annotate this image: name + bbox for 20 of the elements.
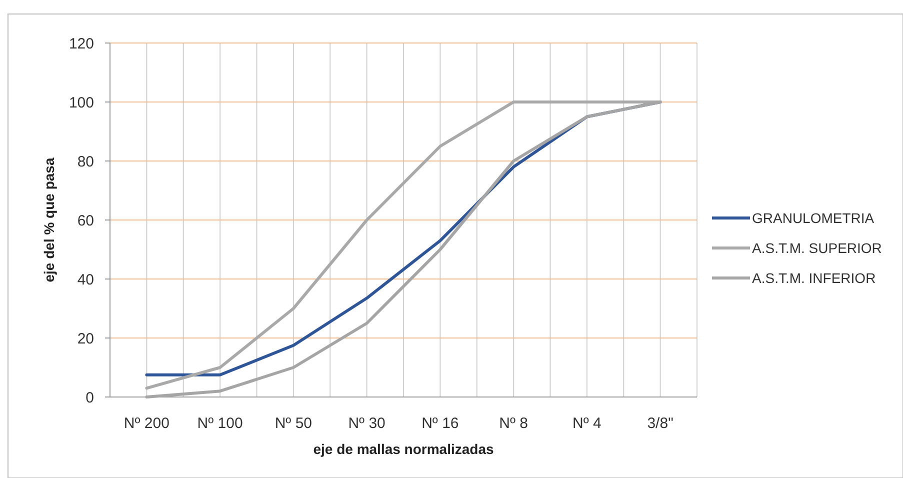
y-axis-title: eje del % que pasa <box>41 158 57 282</box>
y-tick-label: 60 <box>77 212 94 230</box>
y-tick-label: 120 <box>68 35 94 52</box>
legend-label: A.S.T.M. INFERIOR <box>752 270 876 286</box>
y-tick-label: 0 <box>86 389 94 406</box>
x-tick-label: Nº 16 <box>422 415 459 432</box>
x-tick-label: 3/8" <box>647 415 674 432</box>
x-tick-label: Nº 200 <box>124 415 170 432</box>
y-tick-label: 80 <box>77 153 94 170</box>
legend-label: GRANULOMETRIA <box>752 210 875 226</box>
x-tick-label: Nº 30 <box>348 415 386 432</box>
y-tick-label: 40 <box>77 271 94 288</box>
x-tick-label: Nº 4 <box>572 415 602 432</box>
x-tick-label: Nº 50 <box>274 415 312 432</box>
y-tick-label: 100 <box>68 94 94 112</box>
x-tick-label: Nº 100 <box>197 415 243 432</box>
legend-label: A.S.T.M. SUPERIOR <box>752 240 882 256</box>
x-axis-title: eje de mallas normalizadas <box>313 441 494 457</box>
x-tick-label: Nº 8 <box>499 415 528 432</box>
y-tick-label: 20 <box>77 330 94 348</box>
